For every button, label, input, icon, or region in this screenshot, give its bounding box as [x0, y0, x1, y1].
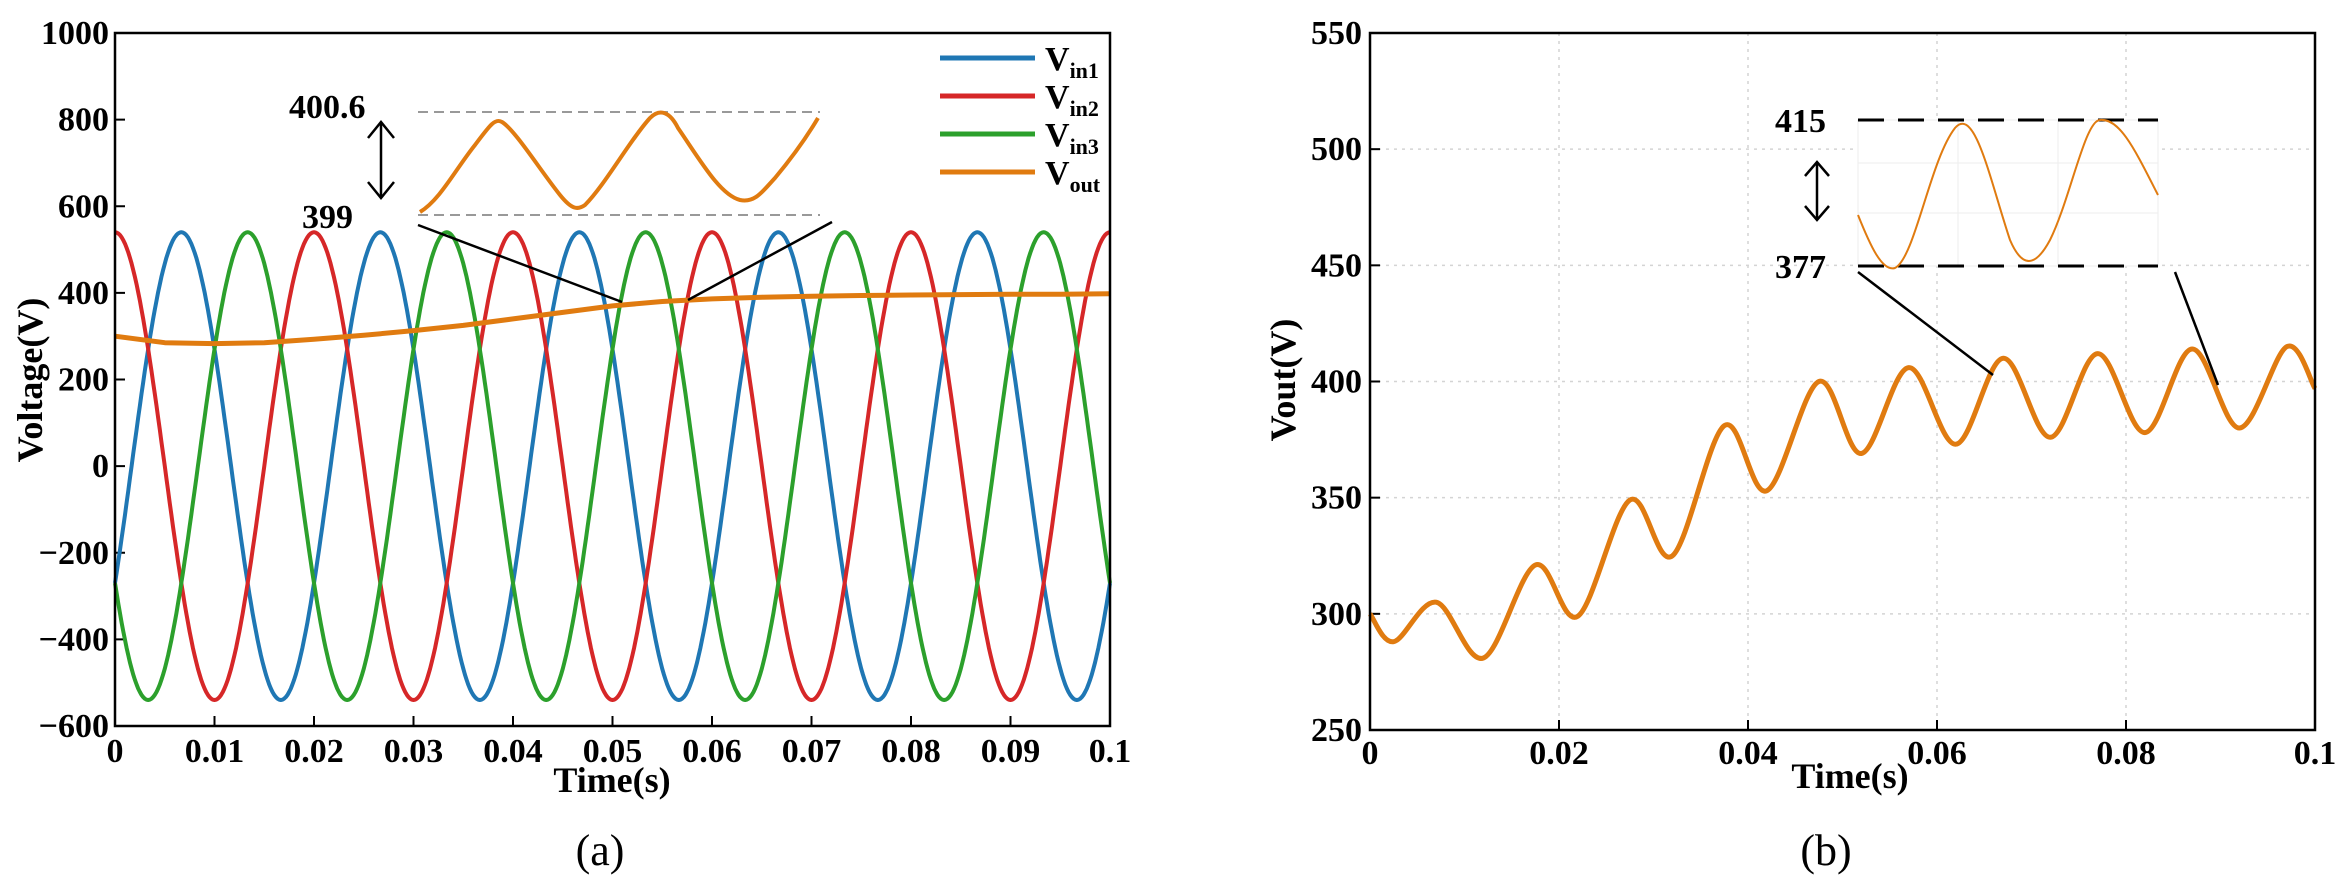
- panel-b-caption: (b): [1800, 826, 1851, 875]
- panel-a-y-tick-label: 800: [58, 102, 109, 139]
- panel-a-x-tick-label: 0.07: [782, 733, 842, 770]
- panel-a-x-axis-label: Time(s): [553, 760, 670, 800]
- panel-b-plot-area: [1367, 343, 2318, 661]
- panel-b-double-arrow-icon: [1804, 160, 1830, 222]
- panel-a-inset-bottom-label: 399: [302, 199, 353, 236]
- panel-a-x-tick-label: 0.03: [384, 733, 444, 770]
- panel-a-x-tick-label: 0: [107, 733, 124, 770]
- panel-a-zoom-line-right: [687, 220, 833, 302]
- panel-a-series-vin3: [113, 230, 1112, 702]
- panel-a-caption: (a): [576, 826, 625, 875]
- panel-a-legend-label: Vin3: [1045, 117, 1099, 159]
- panel-a-zoom-line-left: [417, 223, 623, 304]
- panel-a-y-tick-label: −200: [39, 535, 109, 572]
- panel-a-series-vin2: [114, 230, 1111, 702]
- panel-a-x-tick-label: 0.02: [284, 733, 344, 770]
- panel-b-y-tick-label: 250: [1311, 712, 1362, 749]
- panel-a-inset: 400.6 399: [289, 89, 833, 304]
- panel-b-y-tick-label: 450: [1311, 247, 1362, 284]
- panel-a-ticks: 0 0.01 0.02 0.03 0.04 0.05 0.06 0.07 0.08 0.09 0.1…: [39, 15, 1132, 770]
- panel-a-x-tick-label: 0.06: [682, 733, 742, 770]
- panel-a-y-tick-label: −600: [39, 708, 109, 745]
- panel-b-x-tick-label: 0: [1362, 735, 1379, 772]
- panel-b-ticks: 0 0.02 0.04 0.06 0.08 0.1 550 500 450 400 350 300 25…: [1311, 15, 2336, 772]
- panel-a-y-tick-label: 600: [58, 188, 109, 225]
- panel-a-x-tick-label: 0.05: [583, 733, 643, 770]
- panel-a-x-tick-label: 0.08: [881, 733, 941, 770]
- panel-b-y-tick-label: 500: [1311, 131, 1362, 168]
- panel-b-x-tick-label: 0.06: [1907, 735, 1967, 772]
- panel-b-y-tick-label: 550: [1311, 15, 1362, 52]
- panel-b-inset-box: [1857, 119, 2159, 267]
- panel-a-plot-area: [113, 230, 1112, 702]
- panel-b-inset-curve: [1857, 118, 2159, 270]
- panel-a-x-tick-label: 0.04: [483, 733, 543, 770]
- panel-a-x-tick-label: 0.01: [185, 733, 245, 770]
- panel-a: 0 0.01 0.02 0.03 0.04 0.05 0.06 0.07 0.08 0.09 0.1…: [10, 15, 1131, 875]
- panel-b-y-tick-label: 400: [1311, 364, 1362, 401]
- panel-a-double-arrow-icon: [367, 120, 395, 200]
- panel-a-y-axis-label: Voltage(V): [10, 298, 50, 463]
- panel-a-inset-curve: [418, 110, 820, 214]
- panel-b: 0 0.02 0.04 0.06 0.08 0.1 550 500 450 400 350 300 25…: [1263, 15, 2336, 875]
- panel-a-series-vout: [114, 291, 1111, 347]
- panel-a-y-tick-label: 1000: [41, 15, 109, 52]
- panel-b-x-tick-label: 0.04: [1718, 735, 1778, 772]
- panel-a-frame: [113, 31, 1112, 728]
- panel-b-inset-bottom-label: 377: [1775, 249, 1826, 286]
- panel-b-x-tick-label: 0.02: [1529, 735, 1589, 772]
- panel-a-y-tick-label: 0: [92, 448, 109, 485]
- panel-b-x-axis-label: Time(s): [1791, 756, 1908, 796]
- panel-b-inset: 415 377: [1775, 103, 2220, 386]
- panel-a-y-tick-label: 400: [58, 275, 109, 312]
- panel-b-zoom-line-right: [2173, 271, 2220, 386]
- panel-a-inset-top-label: 400.6: [289, 89, 366, 126]
- panel-b-x-tick-label: 0.08: [2096, 735, 2156, 772]
- panel-a-x-tick-label: 0.09: [981, 733, 1041, 770]
- panel-a-y-tick-label: 200: [58, 362, 109, 399]
- panel-b-y-tick-label: 350: [1311, 480, 1362, 517]
- panel-a-x-tick-label: 0.1: [1089, 733, 1132, 770]
- panel-b-inset-top-label: 415: [1775, 103, 1826, 140]
- panel-b-zoom-line-left: [1857, 271, 1994, 376]
- panel-b-y-axis-label: Vout(V): [1263, 319, 1303, 442]
- panel-a-y-tick-label: −400: [39, 621, 109, 658]
- panel-a-legend-label: Vin1: [1045, 41, 1099, 83]
- panel-b-series-vout: [1367, 343, 2318, 661]
- panel-a-legend-label: Vin2: [1045, 79, 1099, 121]
- panel-a-legend-label: Vout: [1045, 155, 1101, 197]
- panel-b-x-tick-label: 0.1: [2294, 735, 2337, 772]
- panel-b-y-tick-label: 300: [1311, 596, 1362, 633]
- panel-b-frame: [1368, 31, 2317, 732]
